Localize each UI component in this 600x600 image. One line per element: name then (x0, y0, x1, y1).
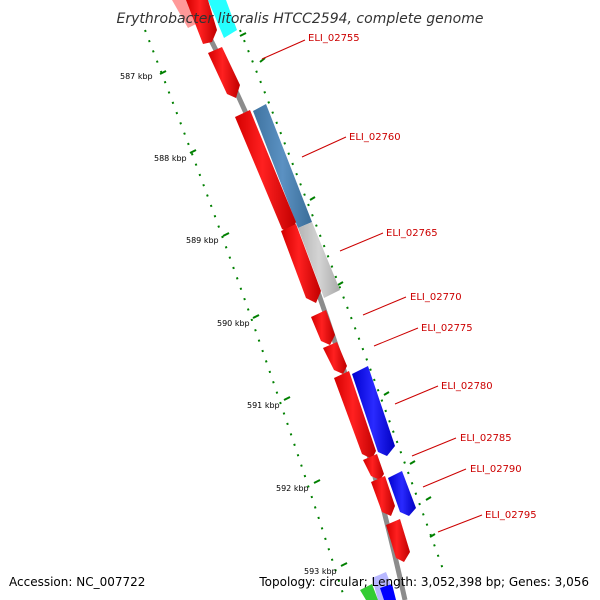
gene-label-elI-02770[interactable]: ELI_02770 (410, 292, 462, 303)
gene-label-elI-02795[interactable]: ELI_02795 (485, 510, 537, 521)
tick-label-591: 591 kbp (247, 401, 280, 410)
gene-bottom-green[interactable] (360, 584, 378, 600)
outer-tick-marks (239, 32, 436, 538)
kbp-tick: 589 kbp (186, 232, 230, 245)
accession-text: Accession: NC_007722 (9, 575, 145, 589)
label-leaders (261, 39, 483, 533)
gene-bottom-blue[interactable] (380, 584, 396, 600)
gene-label-elI-02755[interactable]: ELI_02755 (308, 33, 360, 44)
gene-elI-02770[interactable] (311, 310, 335, 345)
tick-label-590: 590 kbp (217, 319, 250, 328)
gene-elI-02760-steel[interactable] (253, 104, 312, 228)
map-title: Erythrobacter litoralis HTCC2594, comple… (117, 11, 484, 27)
tick-label-589: 589 kbp (186, 236, 219, 245)
gene-label-elI-02790[interactable]: ELI_02790 (470, 464, 522, 475)
gene-elI-02755[interactable] (208, 47, 240, 98)
kbp-tick: 590 kbp (217, 314, 260, 328)
gene-cyan-top[interactable] (208, 0, 237, 38)
tick-label-592: 592 kbp (276, 484, 309, 493)
gene-elI-02765[interactable] (281, 224, 321, 303)
tick-label-587: 587 kbp (120, 72, 153, 81)
gene-elI-02760[interactable] (235, 110, 296, 234)
gene-elI-02785[interactable] (363, 454, 384, 480)
gene-elI-02790[interactable] (371, 476, 395, 516)
kbp-tick: 591 kbp (247, 396, 291, 410)
kbp-tick: 587 kbp (120, 70, 167, 81)
gene-label-elI-02765[interactable]: ELI_02765 (386, 228, 438, 239)
tick-label-588: 588 kbp (154, 154, 187, 163)
gene-elI-02780-blue[interactable] (352, 366, 395, 456)
scale-line-outer (239, 29, 446, 576)
gene-label-elI-02780[interactable]: ELI_02780 (441, 381, 493, 392)
gene-label-elI-02775[interactable]: ELI_02775 (421, 323, 473, 334)
genome-backbone (187, 0, 408, 600)
genome-summary-text: Topology: circular; Length: 3,052,398 bp… (258, 575, 589, 589)
gene-elI-02780[interactable] (334, 371, 376, 459)
kbp-tick: 593 kbp (304, 562, 348, 576)
gene-label-elI-02785[interactable]: ELI_02785 (460, 433, 512, 444)
tick-label-593: 593 kbp (304, 567, 337, 576)
gene-elI-02795[interactable] (386, 519, 410, 562)
gene-elI-02765-gray[interactable] (298, 222, 340, 298)
gene-label-elI-02760[interactable]: ELI_02760 (349, 132, 401, 143)
gene-elI-02790-blue[interactable] (388, 471, 416, 516)
kbp-tick: 592 kbp (276, 479, 321, 493)
gene-top-red[interactable] (186, 0, 217, 44)
kbp-tick: 588 kbp (154, 149, 197, 163)
gene-elI-02775[interactable] (323, 342, 347, 374)
